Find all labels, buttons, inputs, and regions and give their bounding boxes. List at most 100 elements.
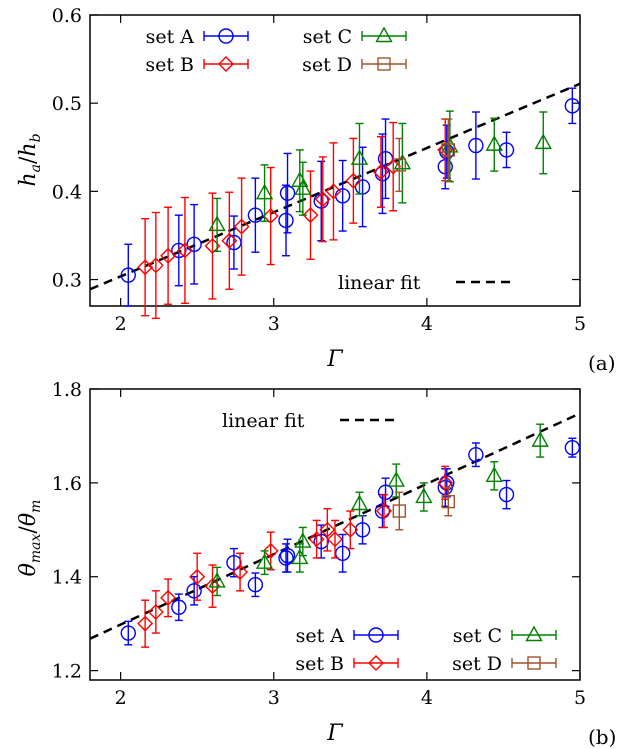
data-point [372, 163, 389, 180]
data-point [262, 542, 279, 559]
legend-marker [218, 56, 234, 72]
x-tick-label: 3 [268, 687, 280, 709]
legend-label: set B [145, 54, 194, 76]
data-point [376, 503, 392, 520]
panel-label-a: (a) [588, 351, 616, 375]
legend-marker [368, 655, 384, 671]
y-axis-label-b: θmax/θm [16, 500, 44, 577]
plot-area-b [89, 388, 581, 681]
data-point [189, 568, 206, 585]
data-point [262, 208, 279, 225]
data-point [345, 172, 362, 189]
legend-marker [368, 627, 384, 643]
data-point [313, 533, 329, 550]
legend-label: set A [296, 625, 345, 647]
x-tick-label: 4 [421, 313, 433, 335]
y-tick-label: 0.5 [52, 93, 82, 115]
data-point [314, 191, 331, 208]
data-point [186, 236, 202, 252]
series-set-d [392, 118, 456, 193]
x-tick-label: 5 [574, 313, 586, 335]
data-point [137, 615, 154, 632]
x-tick-label: 3 [268, 313, 280, 335]
data-point [294, 179, 312, 195]
data-point [441, 143, 456, 157]
legend-fit-label: linear fit [338, 272, 421, 294]
data-point [255, 183, 274, 200]
data-point [302, 207, 319, 224]
legend-fit-label: linear fit [222, 410, 305, 432]
data-point [233, 218, 250, 235]
marks-b [120, 423, 581, 648]
data-point [531, 431, 549, 447]
legend-label: set D [302, 54, 352, 76]
x-tick-label: 5 [574, 687, 586, 709]
data-point [498, 486, 515, 503]
legend-label: set A [146, 26, 195, 48]
data-point [374, 503, 391, 519]
data-point [392, 158, 407, 172]
ticks-a: 2 3 4 5 0.3 0.4 0.5 0.6 [52, 5, 586, 335]
legend-label: set D [452, 653, 502, 675]
y-tick-label: 0.4 [52, 181, 82, 203]
data-point [387, 471, 405, 487]
legend-label: set C [453, 625, 502, 647]
data-point [232, 564, 249, 581]
data-point [350, 494, 369, 511]
ticks-b: 2 3 4 5 1.2 1.4 1.6 1.8 [52, 379, 586, 709]
data-point [342, 521, 359, 538]
data-point [325, 183, 342, 200]
data-point [437, 474, 454, 491]
data-point [415, 487, 433, 504]
data-point [564, 98, 581, 114]
series-set-b [137, 465, 454, 648]
data-point [247, 207, 264, 223]
data-point [278, 212, 294, 229]
data-point [255, 553, 274, 569]
panel-b: 2 3 4 51.21.41.61.8 θmax/θm Γ (b) set Aset … [16, 379, 616, 749]
legend-marker [377, 57, 391, 71]
data-point [208, 571, 226, 588]
y-tick-label: 0.3 [52, 270, 82, 292]
data-point [485, 135, 503, 151]
data-point [564, 439, 581, 456]
y-tick-label: 1.8 [52, 379, 82, 401]
data-point [186, 583, 202, 599]
data-point [279, 547, 296, 564]
data-point [441, 136, 459, 153]
data-point [278, 550, 294, 566]
data-point [247, 577, 264, 593]
data-point [392, 504, 407, 518]
data-point [171, 242, 187, 259]
data-point [350, 149, 369, 165]
panel-label-b: (b) [588, 725, 616, 749]
legend-marker [375, 26, 393, 43]
data-point [294, 532, 312, 548]
data-point [468, 447, 484, 463]
data-point [120, 267, 136, 283]
y-tick-label: 1.4 [52, 567, 82, 589]
data-point [439, 475, 455, 491]
data-point [221, 232, 238, 249]
plot-area-a [89, 14, 581, 307]
data-point [441, 494, 456, 509]
legend-marker [218, 28, 234, 44]
legend-marker [525, 625, 543, 642]
data-point [319, 521, 336, 538]
x-tick-label: 4 [421, 687, 433, 709]
legend-a: set A set B set C set D linear fit [145, 26, 516, 294]
legend-b: set A set B set C set D linear fit [222, 410, 557, 675]
fit-line-a [89, 82, 581, 291]
data-point [120, 625, 136, 641]
data-point [534, 133, 552, 150]
data-point [485, 466, 503, 483]
x-tick-label: 2 [115, 313, 127, 335]
data-point [291, 548, 309, 565]
x-axis-label-b: Γ [326, 721, 343, 746]
data-point [279, 185, 296, 201]
series-set-b [137, 118, 454, 320]
data-point [468, 137, 484, 154]
data-point [147, 603, 164, 620]
series-set-c [208, 110, 552, 253]
